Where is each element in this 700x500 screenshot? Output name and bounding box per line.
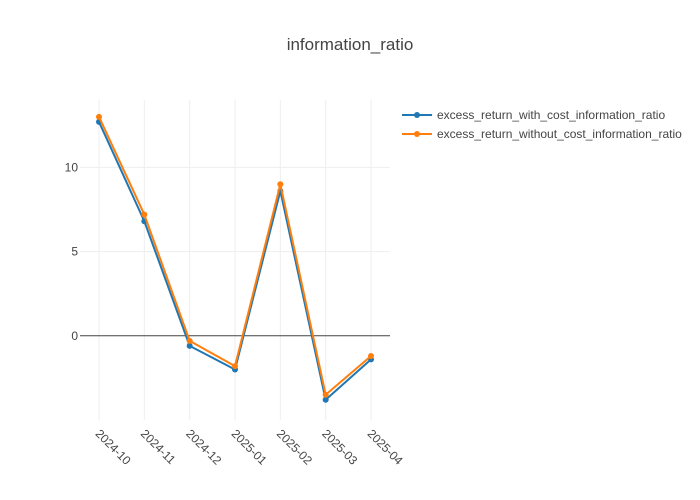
data-point [277,181,284,188]
grid-lines [80,100,390,420]
legend-label: excess_return_without_cost_information_r… [437,127,682,141]
series-2 [96,113,374,398]
x-axis-ticks: 2024-10 2024-11 2024-12 2025-01 2025-02 2025-… [93,427,406,468]
legend-swatch-marker [414,131,420,137]
y-tick-label: 0 [71,329,78,343]
legend-label: excess_return_with_cost_information_rati… [437,108,665,122]
x-tick-label: 2025-02 [274,427,315,468]
legend-swatch-marker [414,112,420,118]
data-point [322,396,329,403]
data-point [186,342,193,349]
y-tick-label: 5 [71,245,78,259]
x-tick-label: 2025-01 [229,427,270,468]
data-point [186,337,193,344]
x-tick-label: 2024-12 [183,427,224,468]
data-point [322,391,329,398]
x-tick-label: 2025-03 [319,427,360,468]
y-axis-ticks: 0 5 10 [65,160,79,342]
legend-item-2[interactable]: excess_return_without_cost_information_r… [402,127,682,141]
x-tick-label: 2024-11 [138,427,179,468]
legend[interactable]: excess_return_with_cost_information_rati… [402,108,682,141]
x-tick-label: 2024-10 [93,427,134,468]
data-point [141,211,148,218]
legend-item-1[interactable]: excess_return_with_cost_information_rati… [402,108,665,122]
y-tick-label: 10 [65,160,79,174]
x-tick-label: 2025-04 [365,427,406,468]
data-point [96,113,102,120]
series-group [96,113,374,403]
data-point [368,353,374,359]
chart-title: information_ratio [287,35,414,54]
data-point [232,363,238,370]
